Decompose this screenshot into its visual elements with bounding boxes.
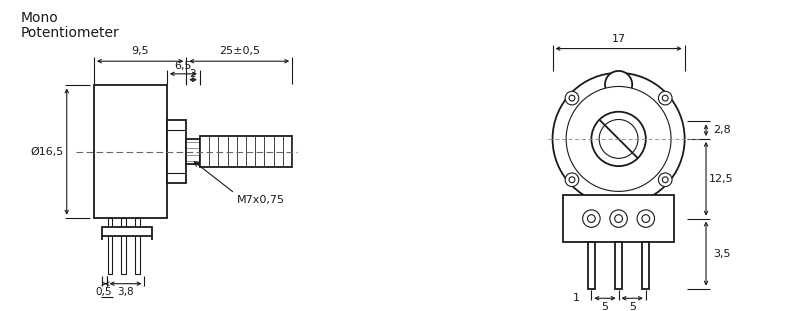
Circle shape	[662, 95, 668, 101]
Text: 3,5: 3,5	[713, 248, 730, 258]
Circle shape	[599, 119, 638, 158]
Text: 2,8: 2,8	[713, 125, 730, 135]
Text: Mono: Mono	[21, 11, 59, 25]
Circle shape	[565, 173, 578, 187]
Circle shape	[569, 177, 575, 183]
Circle shape	[591, 112, 646, 166]
Bar	[562, 195, 674, 242]
Text: 2: 2	[190, 69, 196, 79]
Bar	[642, 242, 650, 289]
Circle shape	[610, 210, 627, 227]
Circle shape	[565, 91, 578, 105]
Text: 5: 5	[602, 302, 609, 311]
Circle shape	[614, 215, 622, 222]
Text: Ø16,5: Ø16,5	[30, 146, 64, 156]
Bar	[94, 86, 167, 218]
Circle shape	[662, 177, 668, 183]
Circle shape	[582, 210, 600, 227]
Bar	[186, 139, 200, 164]
Circle shape	[553, 73, 685, 205]
Bar	[200, 136, 292, 167]
Text: 6,5: 6,5	[174, 61, 192, 71]
Text: 3,8: 3,8	[117, 287, 134, 297]
Text: 17: 17	[611, 34, 626, 44]
Text: 12,5: 12,5	[710, 174, 734, 184]
Bar	[134, 218, 140, 274]
Circle shape	[605, 71, 632, 98]
Text: 5: 5	[629, 302, 636, 311]
Circle shape	[642, 215, 650, 222]
Circle shape	[658, 91, 672, 105]
Circle shape	[569, 95, 575, 101]
Circle shape	[587, 215, 595, 222]
Bar	[167, 120, 186, 183]
Text: 9,5: 9,5	[131, 46, 149, 57]
Bar	[107, 218, 113, 274]
Text: M7x0,75: M7x0,75	[237, 195, 285, 205]
Text: Potentiometer: Potentiometer	[21, 26, 120, 40]
Bar	[121, 218, 126, 274]
Circle shape	[566, 86, 671, 191]
Circle shape	[658, 173, 672, 187]
Bar	[615, 242, 622, 289]
Bar	[588, 242, 594, 289]
Bar	[102, 227, 152, 236]
Text: 0,5: 0,5	[95, 287, 112, 297]
Text: 25±0,5: 25±0,5	[218, 46, 260, 57]
Text: 1: 1	[572, 293, 579, 303]
Circle shape	[637, 210, 654, 227]
